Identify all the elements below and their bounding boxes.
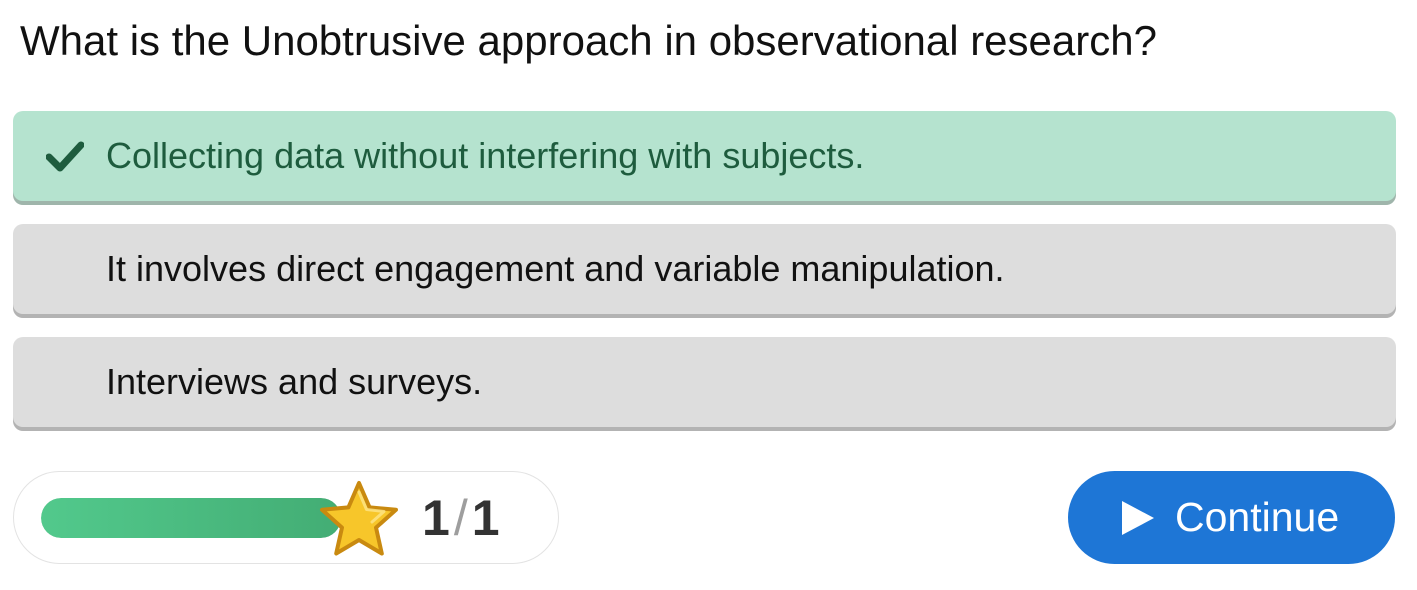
- continue-button[interactable]: Continue: [1068, 471, 1395, 564]
- progress-track: [41, 498, 341, 538]
- check-icon: [46, 141, 84, 172]
- star-icon: [320, 481, 398, 556]
- answer-option-label: Collecting data without interfering with…: [106, 135, 865, 176]
- answer-option-2[interactable]: It involves direct engagement and variab…: [13, 224, 1396, 314]
- answer-option-1[interactable]: Collecting data without interfering with…: [13, 111, 1396, 201]
- progress-fill: [41, 498, 341, 538]
- progress-score: 1/1: [422, 472, 500, 565]
- score-total: 1: [471, 490, 500, 546]
- answer-options: Collecting data without interfering with…: [13, 111, 1396, 450]
- progress-panel: 1/1: [13, 471, 559, 564]
- answer-option-3[interactable]: Interviews and surveys.: [13, 337, 1396, 427]
- play-icon: [1122, 501, 1154, 535]
- question-text: What is the Unobtrusive approach in obse…: [20, 17, 1157, 64]
- answer-option-label: Interviews and surveys.: [106, 361, 483, 402]
- continue-button-label: Continue: [1175, 494, 1340, 540]
- score-separator: /: [453, 490, 468, 546]
- answer-option-label: It involves direct engagement and variab…: [106, 248, 1005, 289]
- score-current: 1: [422, 490, 450, 546]
